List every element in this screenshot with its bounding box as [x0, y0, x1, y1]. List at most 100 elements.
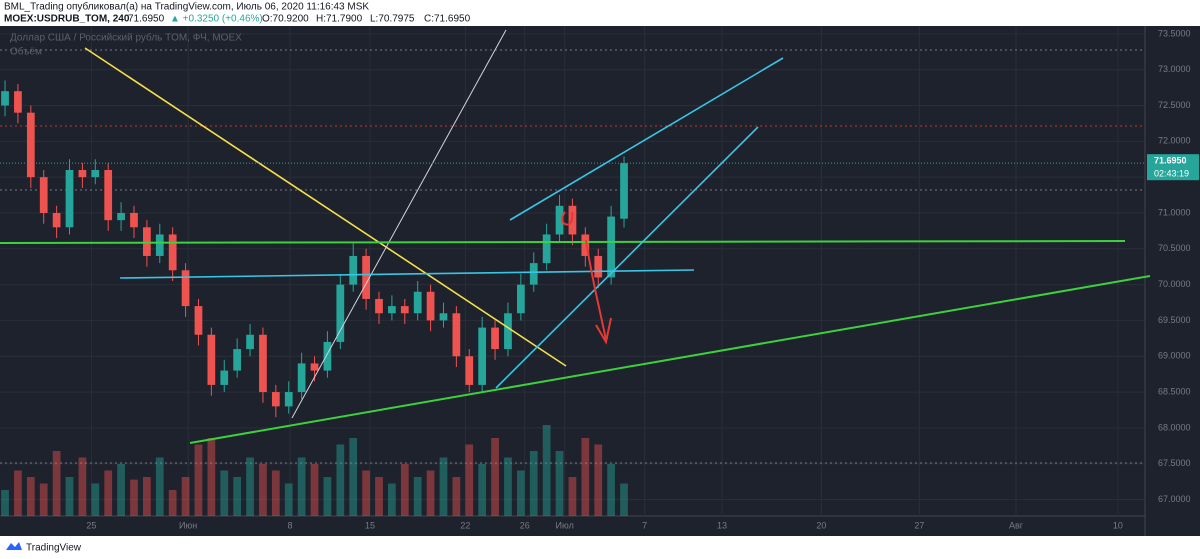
candle-body [297, 363, 306, 393]
x-tick-label: Авг [1009, 520, 1024, 530]
plot-bg [0, 26, 1200, 536]
volume-pane [1, 425, 628, 516]
volume-bar [284, 483, 293, 516]
close: C:71.6950 [424, 14, 471, 25]
change: ▲ +0.3250 (+0.46%) [170, 14, 263, 25]
volume-bar [104, 470, 113, 516]
candle-body [52, 212, 61, 228]
candle-body [284, 392, 293, 407]
candle-body [91, 169, 100, 178]
volume-bar [529, 451, 538, 516]
volume-bar [349, 438, 358, 516]
volume-bar [1, 490, 9, 516]
last-price: 71.6950 [128, 14, 165, 25]
volume-bar [91, 483, 100, 516]
candle-body [26, 112, 35, 178]
volume-bar [478, 464, 487, 516]
volume-bar [439, 457, 448, 516]
volume-label: Объём [10, 46, 42, 58]
candle-body [233, 349, 242, 371]
volume-bar [14, 470, 22, 516]
x-tick-label: 20 [816, 520, 826, 530]
channel-line [119, 269, 695, 279]
low: L:70.7975 [370, 14, 415, 25]
legend-title: Доллар США / Российский рубль TOM, ФЧ, M… [10, 32, 242, 44]
volume-bar [413, 477, 422, 516]
volume-bar [400, 464, 409, 516]
drawings [0, 29, 1151, 444]
candle-body [246, 334, 254, 350]
candle-body [78, 169, 87, 178]
open: O:70.9200 [262, 14, 309, 25]
candle-body [310, 363, 319, 371]
x-tick-label: Июл [556, 520, 574, 530]
volume-bar [78, 457, 87, 516]
y-tick-label: 69.0000 [1158, 351, 1191, 361]
candle-body [581, 234, 590, 256]
volume-bar [246, 457, 254, 516]
candle-body [336, 284, 345, 342]
y-tick-label: 68.5000 [1158, 386, 1191, 396]
volume-bar [465, 444, 474, 516]
volume-bar [516, 470, 525, 516]
candle-body [143, 227, 151, 256]
high: H:71.7900 [316, 14, 363, 25]
volume-bar [65, 477, 74, 516]
volume-bar [504, 457, 512, 516]
candle-body [130, 212, 138, 228]
candle-body [607, 216, 615, 278]
candle-body [491, 327, 499, 350]
candle-body [271, 392, 280, 407]
volume-bar [207, 438, 216, 516]
candle-body [1, 91, 9, 106]
candle-body [181, 270, 190, 307]
candle-body [65, 169, 74, 228]
trend-line [291, 29, 507, 419]
candle-body [323, 341, 332, 371]
x-tick-label: 15 [365, 520, 375, 530]
candle-body [413, 291, 422, 314]
candle-body [362, 255, 370, 299]
candle-body [478, 327, 487, 385]
volume-bar [155, 457, 164, 516]
last-price-tag [1147, 154, 1199, 181]
support-line [189, 275, 1151, 444]
candle-body [375, 298, 383, 314]
candle-body [594, 255, 603, 278]
candle-body [388, 306, 396, 314]
candle-body [259, 334, 267, 393]
countdown: 02:43:19 [1154, 169, 1189, 179]
candle-body [14, 91, 22, 113]
volume-bar [555, 451, 564, 516]
candle-body [516, 284, 525, 314]
volume-bar [607, 464, 615, 516]
footer-bg [0, 536, 1200, 559]
candle-body [39, 177, 48, 213]
volume-bar [542, 425, 551, 516]
volume-bar [594, 444, 603, 516]
y-tick-label: 69.5000 [1158, 315, 1191, 325]
volume-bar [130, 479, 138, 516]
volume-bar [568, 477, 577, 516]
volume-bar [581, 438, 590, 516]
volume-bar [426, 470, 435, 516]
volume-bar [620, 483, 628, 516]
y-tick-label: 72.0000 [1158, 136, 1191, 146]
y-tick-label: 67.5000 [1158, 458, 1191, 468]
candle-body [504, 313, 512, 350]
volume-bar [323, 477, 332, 516]
candle-body [542, 234, 551, 264]
volume-bar [181, 477, 190, 516]
candle-body [555, 205, 564, 235]
volume-bar [375, 477, 383, 516]
y-tick-label: 70.0000 [1158, 279, 1191, 289]
channel-line [509, 57, 784, 221]
candle-body [117, 212, 125, 221]
logo [6, 542, 22, 550]
y-tick-label: 71.0000 [1158, 207, 1191, 217]
channel-line [495, 126, 759, 389]
y-tick-label: 68.0000 [1158, 422, 1191, 432]
x-tick-label: Июн [179, 520, 197, 530]
